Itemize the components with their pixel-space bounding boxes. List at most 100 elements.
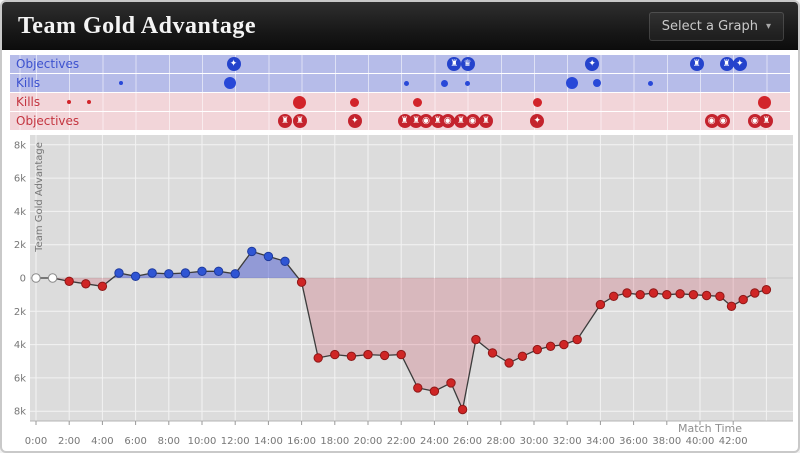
kill-event-dot[interactable] (413, 97, 423, 107)
gold-point[interactable] (97, 281, 108, 292)
gold-point[interactable] (738, 294, 748, 305)
x-tick-label: 6:00 (124, 436, 146, 447)
kill-event-dot[interactable] (350, 97, 360, 107)
x-axis-title: Match Time (678, 422, 742, 435)
kill-event-dot[interactable] (67, 100, 72, 104)
gold-point[interactable] (346, 351, 357, 362)
gold-point[interactable] (164, 269, 174, 279)
turret-icon[interactable]: ♜ (759, 114, 774, 128)
gold-point[interactable] (31, 273, 41, 283)
inhibitor-icon[interactable]: ◉ (704, 114, 719, 128)
gold-point[interactable] (263, 251, 274, 262)
gold-point[interactable] (688, 290, 699, 300)
gold-point[interactable] (572, 334, 582, 345)
gold-point[interactable] (130, 271, 141, 282)
x-tick-label: 10:00 (188, 436, 217, 447)
inhibitor-icon[interactable]: ◉ (465, 114, 480, 128)
gold-point[interactable] (761, 285, 772, 295)
inhibitor-icon[interactable]: ◉ (747, 114, 762, 128)
kill-event-dot[interactable] (87, 100, 92, 104)
gold-point[interactable] (379, 350, 390, 361)
y-tick-label: 8k (14, 407, 26, 418)
gold-point[interactable] (213, 266, 224, 277)
turret-icon[interactable]: ♜ (689, 57, 704, 71)
turret-icon[interactable]: ♜ (719, 57, 734, 71)
turret-icon[interactable]: ♜ (478, 114, 493, 128)
dragon-icon[interactable]: ✦ (530, 114, 545, 128)
kill-event-dot[interactable] (593, 79, 602, 87)
gold-point[interactable] (471, 334, 481, 345)
gold-point[interactable] (457, 404, 468, 415)
turret-icon[interactable]: ♜ (397, 114, 412, 128)
kill-event-dot[interactable] (403, 80, 409, 86)
x-tick-label: 38:00 (652, 436, 681, 447)
event-lane-red-objectives: Objectives ♜ ♜ ✦ ♜ ♜ ◉ ♜ ◉ ♜ ◉ ♜ ✦ ◉ ◉ ◉ ♜ (10, 112, 790, 130)
gold-point[interactable] (280, 256, 290, 267)
dragon-icon[interactable]: ✦ (347, 114, 362, 128)
gold-point[interactable] (47, 273, 58, 283)
gold-point[interactable] (648, 288, 659, 298)
turret-icon[interactable]: ♜ (453, 114, 468, 128)
gold-point[interactable] (230, 269, 240, 279)
gold-point[interactable] (330, 349, 340, 360)
gold-point[interactable] (487, 348, 498, 358)
gold-point[interactable] (396, 349, 406, 360)
red-advantage-fill (36, 278, 767, 410)
kill-event-dot[interactable] (224, 77, 237, 89)
kill-event-dot[interactable] (440, 79, 448, 87)
x-tick-label: 36:00 (619, 436, 648, 447)
gold-point[interactable] (504, 358, 514, 368)
y-tick-label: 4k (14, 340, 26, 351)
kill-event-dot[interactable] (532, 97, 542, 107)
x-tick-label: 28:00 (486, 436, 515, 447)
select-graph-label: Select a Graph (661, 18, 758, 34)
inhibitor-icon[interactable]: ◉ (716, 114, 731, 128)
gold-point[interactable] (595, 299, 606, 310)
dragon-icon[interactable]: ✦ (226, 57, 241, 71)
gold-point[interactable] (363, 349, 373, 360)
gold-point[interactable] (446, 378, 456, 388)
gold-point[interactable] (609, 291, 619, 302)
gold-point[interactable] (532, 344, 542, 355)
gold-point[interactable] (313, 353, 323, 363)
gold-point[interactable] (701, 290, 712, 301)
gold-point[interactable] (81, 279, 91, 289)
gold-point[interactable] (247, 246, 257, 257)
kill-event-dot[interactable] (465, 80, 471, 86)
gold-point[interactable] (750, 288, 760, 298)
gold-point[interactable] (715, 291, 725, 302)
gold-point[interactable] (662, 290, 672, 300)
gold-point[interactable] (197, 266, 207, 277)
y-tick-label: 6k (14, 373, 26, 384)
gold-point[interactable] (635, 290, 645, 300)
turret-icon[interactable]: ♜ (447, 57, 462, 71)
event-lane-blue-kills: Kills (10, 74, 790, 92)
gold-point[interactable] (413, 383, 423, 393)
kill-event-dot[interactable] (647, 80, 653, 86)
kill-event-dot[interactable] (758, 95, 772, 109)
kill-event-dot[interactable] (293, 95, 307, 109)
inhibitor-icon[interactable]: ◉ (440, 114, 455, 128)
gold-point[interactable] (429, 386, 440, 396)
gold-point[interactable] (545, 341, 556, 352)
turret-icon[interactable]: ♜ (292, 114, 307, 128)
gold-point[interactable] (147, 268, 157, 278)
dragon-icon[interactable]: ✦ (732, 57, 747, 71)
baron-icon[interactable]: ♛ (460, 57, 475, 71)
gold-point[interactable] (64, 276, 74, 287)
gold-point[interactable] (296, 277, 307, 287)
gold-point[interactable] (517, 351, 528, 362)
gold-point[interactable] (726, 301, 737, 312)
inhibitor-icon[interactable]: ◉ (419, 114, 434, 128)
dragon-icon[interactable]: ✦ (585, 57, 600, 71)
kill-event-dot[interactable] (118, 81, 123, 85)
turret-icon[interactable]: ♜ (278, 114, 292, 128)
gold-point[interactable] (675, 289, 685, 299)
kill-event-dot[interactable] (566, 77, 579, 89)
gold-point[interactable] (622, 288, 632, 298)
gold-point[interactable] (114, 268, 124, 278)
x-tick-label: 14:00 (254, 436, 283, 447)
gold-point[interactable] (559, 339, 569, 350)
gold-point[interactable] (180, 268, 191, 278)
select-graph-dropdown[interactable]: Select a Graph ▾ (648, 11, 784, 41)
